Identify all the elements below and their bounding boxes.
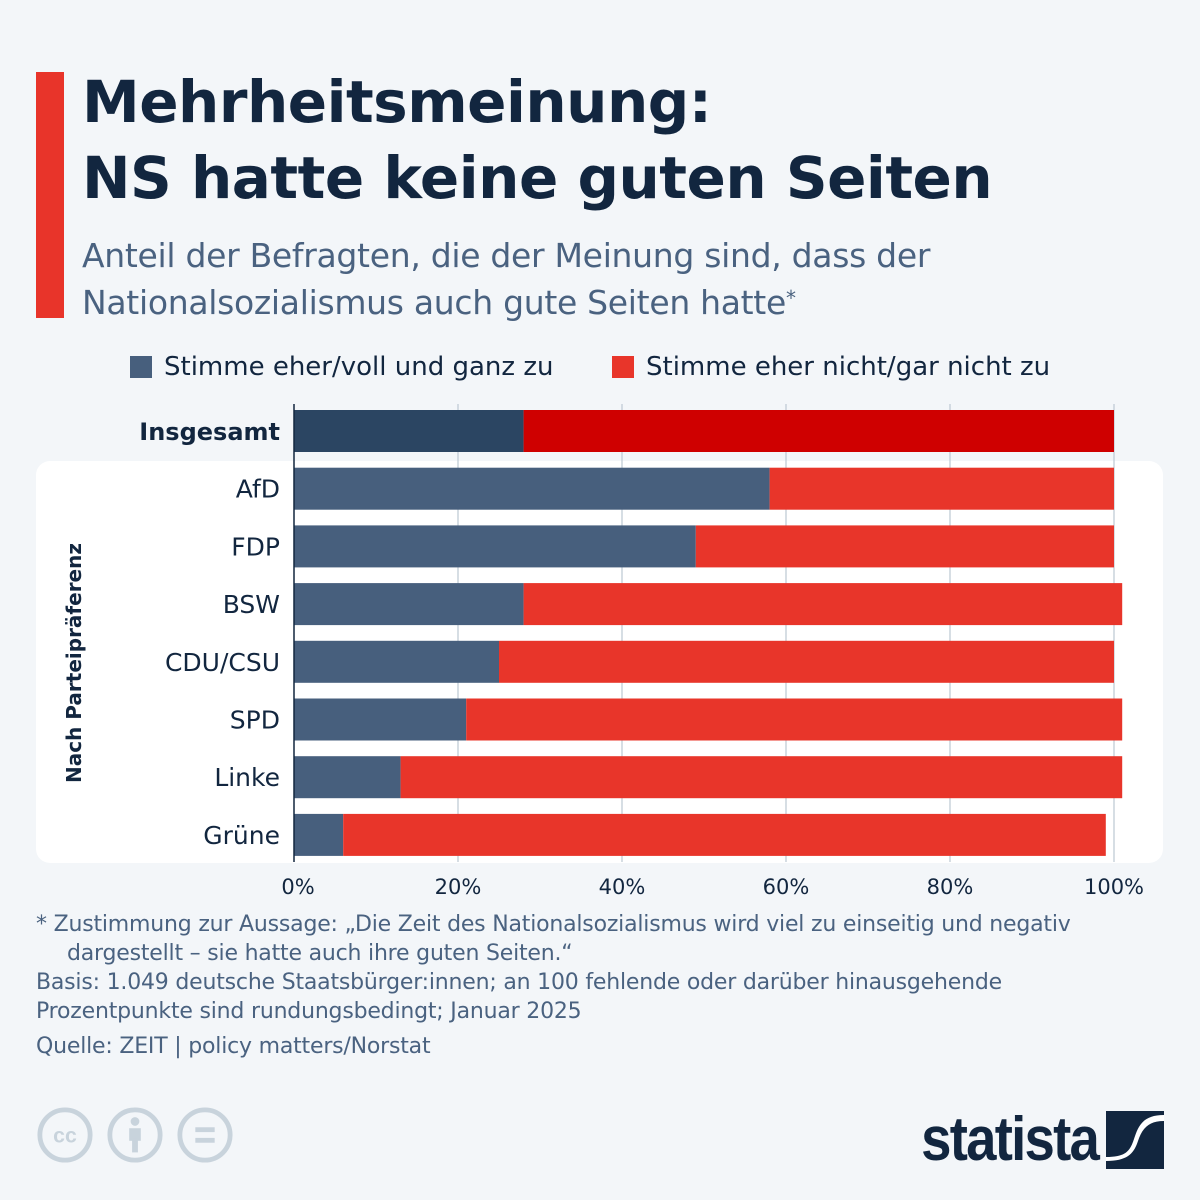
- creative-commons-icon[interactable]: cc: [36, 1106, 94, 1164]
- legend-swatch-disagree: [612, 356, 634, 378]
- category-labels: Insgesamt AfD FDP BSW CDU/CSU SPD Linke Grüne: [139, 418, 280, 850]
- bar-segment-disagree[interactable]: [695, 525, 1114, 568]
- statista-logo-icon: [1106, 1110, 1164, 1169]
- subtitle-line-1: Anteil der Befragten, die der Meinung si…: [82, 236, 931, 275]
- svg-text:cc: cc: [53, 1124, 77, 1148]
- bar-segment-disagree[interactable]: [499, 640, 1114, 683]
- bar-segment-disagree[interactable]: [466, 698, 1123, 741]
- x-tick-label: 60%: [763, 875, 810, 899]
- x-tick-labels: 0% 20% 40% 60% 80% 100%: [281, 875, 1144, 899]
- category-label: FDP: [231, 532, 280, 561]
- category-label: Insgesamt: [139, 418, 280, 446]
- bar-segment-agree[interactable]: [294, 698, 467, 741]
- footnote-statement-cont: dargestellt – sie hatte auch ihre guten …: [67, 941, 573, 966]
- bar-segment-disagree[interactable]: [523, 410, 1114, 452]
- accent-bar: [36, 72, 64, 318]
- bar-segment-agree[interactable]: [294, 467, 770, 510]
- bar-segment-disagree[interactable]: [523, 583, 1123, 626]
- x-tick-label: 0%: [281, 875, 314, 899]
- no-derivatives-icon[interactable]: [176, 1106, 234, 1164]
- source-note: Quelle: ZEIT | policy matters/Norstat: [36, 1034, 431, 1059]
- logo-text: statista: [921, 1105, 1100, 1174]
- footnote-statement: * Zustimmung zur Aussage: „Die Zeit des …: [36, 912, 1071, 937]
- footnote-basis: Basis: 1.049 deutsche Staatsbürger:innen…: [36, 970, 1002, 995]
- bar-segment-agree[interactable]: [294, 756, 401, 799]
- x-tick-label: 80%: [927, 875, 974, 899]
- category-label: AfD: [236, 475, 280, 504]
- bars: [294, 410, 1123, 856]
- bar-segment-agree[interactable]: [294, 410, 524, 452]
- legend-swatch-agree: [130, 356, 152, 378]
- attribution-icon[interactable]: [106, 1106, 164, 1164]
- bar-segment-agree[interactable]: [294, 640, 499, 683]
- bar-segment-disagree[interactable]: [769, 467, 1114, 510]
- footnotes: * Zustimmung zur Aussage: „Die Zeit des …: [36, 910, 1071, 1061]
- x-tick-label: 20%: [435, 875, 482, 899]
- subtitle-line-2: Nationalsozialismus auch gute Seiten hat…: [82, 279, 930, 326]
- bar-segment-agree[interactable]: [294, 813, 344, 856]
- bar-segment-disagree[interactable]: [400, 756, 1123, 799]
- x-tick-label: 40%: [599, 875, 646, 899]
- bar-segment-disagree[interactable]: [343, 813, 1106, 856]
- category-label: CDU/CSU: [165, 648, 280, 677]
- statista-logo[interactable]: statista: [897, 1104, 1164, 1175]
- bar-segment-agree[interactable]: [294, 583, 524, 626]
- legend-label-agree: Stimme eher/voll und ganz zu: [164, 352, 554, 382]
- category-label: SPD: [230, 706, 280, 735]
- legend-item-disagree: Stimme eher nicht/gar nicht zu: [612, 352, 1050, 382]
- subtitle-line-2-text: Nationalsozialismus auch gute Seiten hat…: [82, 283, 786, 322]
- category-label: Grüne: [203, 821, 280, 850]
- bar-segment-agree[interactable]: [294, 525, 696, 568]
- license-icons: cc: [36, 1106, 234, 1164]
- legend-item-agree: Stimme eher/voll und ganz zu: [130, 352, 553, 382]
- category-label: Linke: [214, 763, 280, 792]
- chart-subtitle: Anteil der Befragten, die der Meinung si…: [82, 232, 930, 326]
- legend: Stimme eher/voll und ganz zu Stimme eher…: [0, 352, 1200, 388]
- chart-title: Mehrheitsmeinung: NS hatte keine guten S…: [82, 64, 993, 216]
- legend-label-disagree: Stimme eher nicht/gar nicht zu: [646, 352, 1051, 382]
- category-label: BSW: [223, 590, 280, 619]
- x-tick-label: 100%: [1084, 875, 1144, 899]
- title-line-1: Mehrheitsmeinung:: [82, 68, 712, 136]
- subtitle-footnote-marker: *: [785, 286, 796, 310]
- footnote-basis-cont: Prozentpunkte sind rundungsbedingt; Janu…: [36, 999, 582, 1024]
- title-line-2: NS hatte keine guten Seiten: [82, 144, 993, 212]
